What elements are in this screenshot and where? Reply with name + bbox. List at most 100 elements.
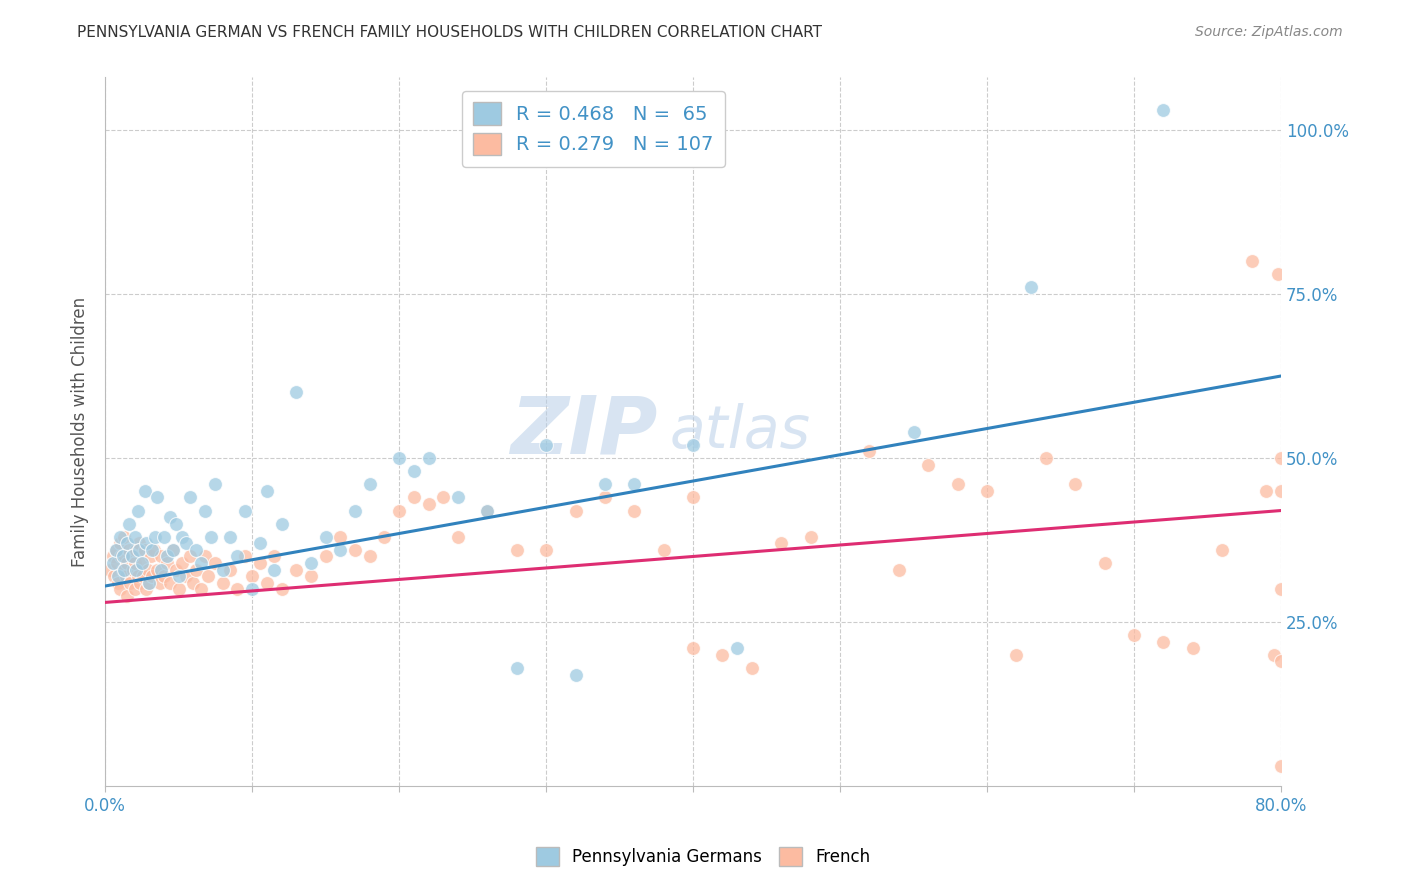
Point — [858, 444, 880, 458]
Point — [506, 661, 529, 675]
Point — [162, 542, 184, 557]
Point — [121, 549, 143, 564]
Point — [1152, 103, 1174, 118]
Point — [122, 563, 145, 577]
Point — [135, 536, 157, 550]
Point — [682, 438, 704, 452]
Point — [725, 641, 748, 656]
Point — [344, 503, 367, 517]
Point — [344, 542, 367, 557]
Point — [179, 491, 201, 505]
Point — [135, 582, 157, 597]
Point — [138, 575, 160, 590]
Point — [128, 536, 150, 550]
Point — [107, 575, 129, 590]
Point — [226, 582, 249, 597]
Text: ZIP: ZIP — [510, 392, 658, 471]
Point — [1123, 628, 1146, 642]
Point — [143, 530, 166, 544]
Point — [150, 549, 173, 564]
Point — [1256, 483, 1278, 498]
Point — [149, 575, 172, 590]
Point — [98, 563, 121, 577]
Point — [112, 563, 135, 577]
Point — [165, 563, 187, 577]
Point — [1005, 648, 1028, 662]
Point — [270, 582, 292, 597]
Point — [1270, 450, 1292, 465]
Point — [136, 563, 159, 577]
Point — [118, 516, 141, 531]
Point — [103, 569, 125, 583]
Point — [903, 425, 925, 439]
Point — [388, 503, 411, 517]
Y-axis label: Family Households with Children: Family Households with Children — [72, 297, 89, 566]
Point — [117, 589, 139, 603]
Point — [117, 556, 139, 570]
Point — [174, 569, 197, 583]
Point — [1267, 268, 1289, 282]
Point — [388, 450, 411, 465]
Point — [150, 563, 173, 577]
Point — [299, 556, 322, 570]
Point — [593, 491, 616, 505]
Point — [134, 542, 156, 557]
Point — [183, 575, 205, 590]
Point — [204, 477, 226, 491]
Point — [170, 556, 193, 570]
Point — [564, 503, 586, 517]
Point — [315, 549, 337, 564]
Point — [329, 542, 352, 557]
Point — [233, 503, 256, 517]
Text: Source: ZipAtlas.com: Source: ZipAtlas.com — [1195, 25, 1343, 39]
Point — [120, 575, 142, 590]
Point — [418, 450, 440, 465]
Point — [112, 530, 135, 544]
Point — [285, 563, 308, 577]
Point — [104, 542, 127, 557]
Point — [145, 491, 167, 505]
Point — [159, 575, 181, 590]
Point — [118, 542, 141, 557]
Point — [1152, 634, 1174, 648]
Point — [711, 648, 734, 662]
Point — [240, 569, 263, 583]
Point — [770, 536, 793, 550]
Point — [219, 530, 242, 544]
Point — [800, 530, 823, 544]
Point — [141, 569, 163, 583]
Point — [145, 563, 167, 577]
Point — [124, 530, 146, 544]
Point — [132, 569, 155, 583]
Point — [127, 569, 149, 583]
Point — [432, 491, 454, 505]
Point — [1019, 280, 1042, 294]
Point — [1094, 556, 1116, 570]
Point — [108, 536, 131, 550]
Point — [105, 556, 128, 570]
Point — [1240, 254, 1263, 268]
Point — [129, 575, 152, 590]
Point — [534, 438, 557, 452]
Point — [593, 477, 616, 491]
Point — [124, 582, 146, 597]
Point — [108, 530, 131, 544]
Point — [127, 503, 149, 517]
Point — [179, 549, 201, 564]
Point — [1263, 648, 1285, 662]
Point — [141, 542, 163, 557]
Point — [1064, 477, 1087, 491]
Point — [104, 542, 127, 557]
Point — [682, 641, 704, 656]
Point — [167, 582, 190, 597]
Point — [285, 385, 308, 400]
Point — [114, 569, 136, 583]
Point — [162, 542, 184, 557]
Point — [249, 556, 271, 570]
Point — [1035, 450, 1057, 465]
Point — [194, 549, 217, 564]
Point — [167, 569, 190, 583]
Point — [534, 542, 557, 557]
Point — [117, 536, 139, 550]
Point — [101, 556, 124, 570]
